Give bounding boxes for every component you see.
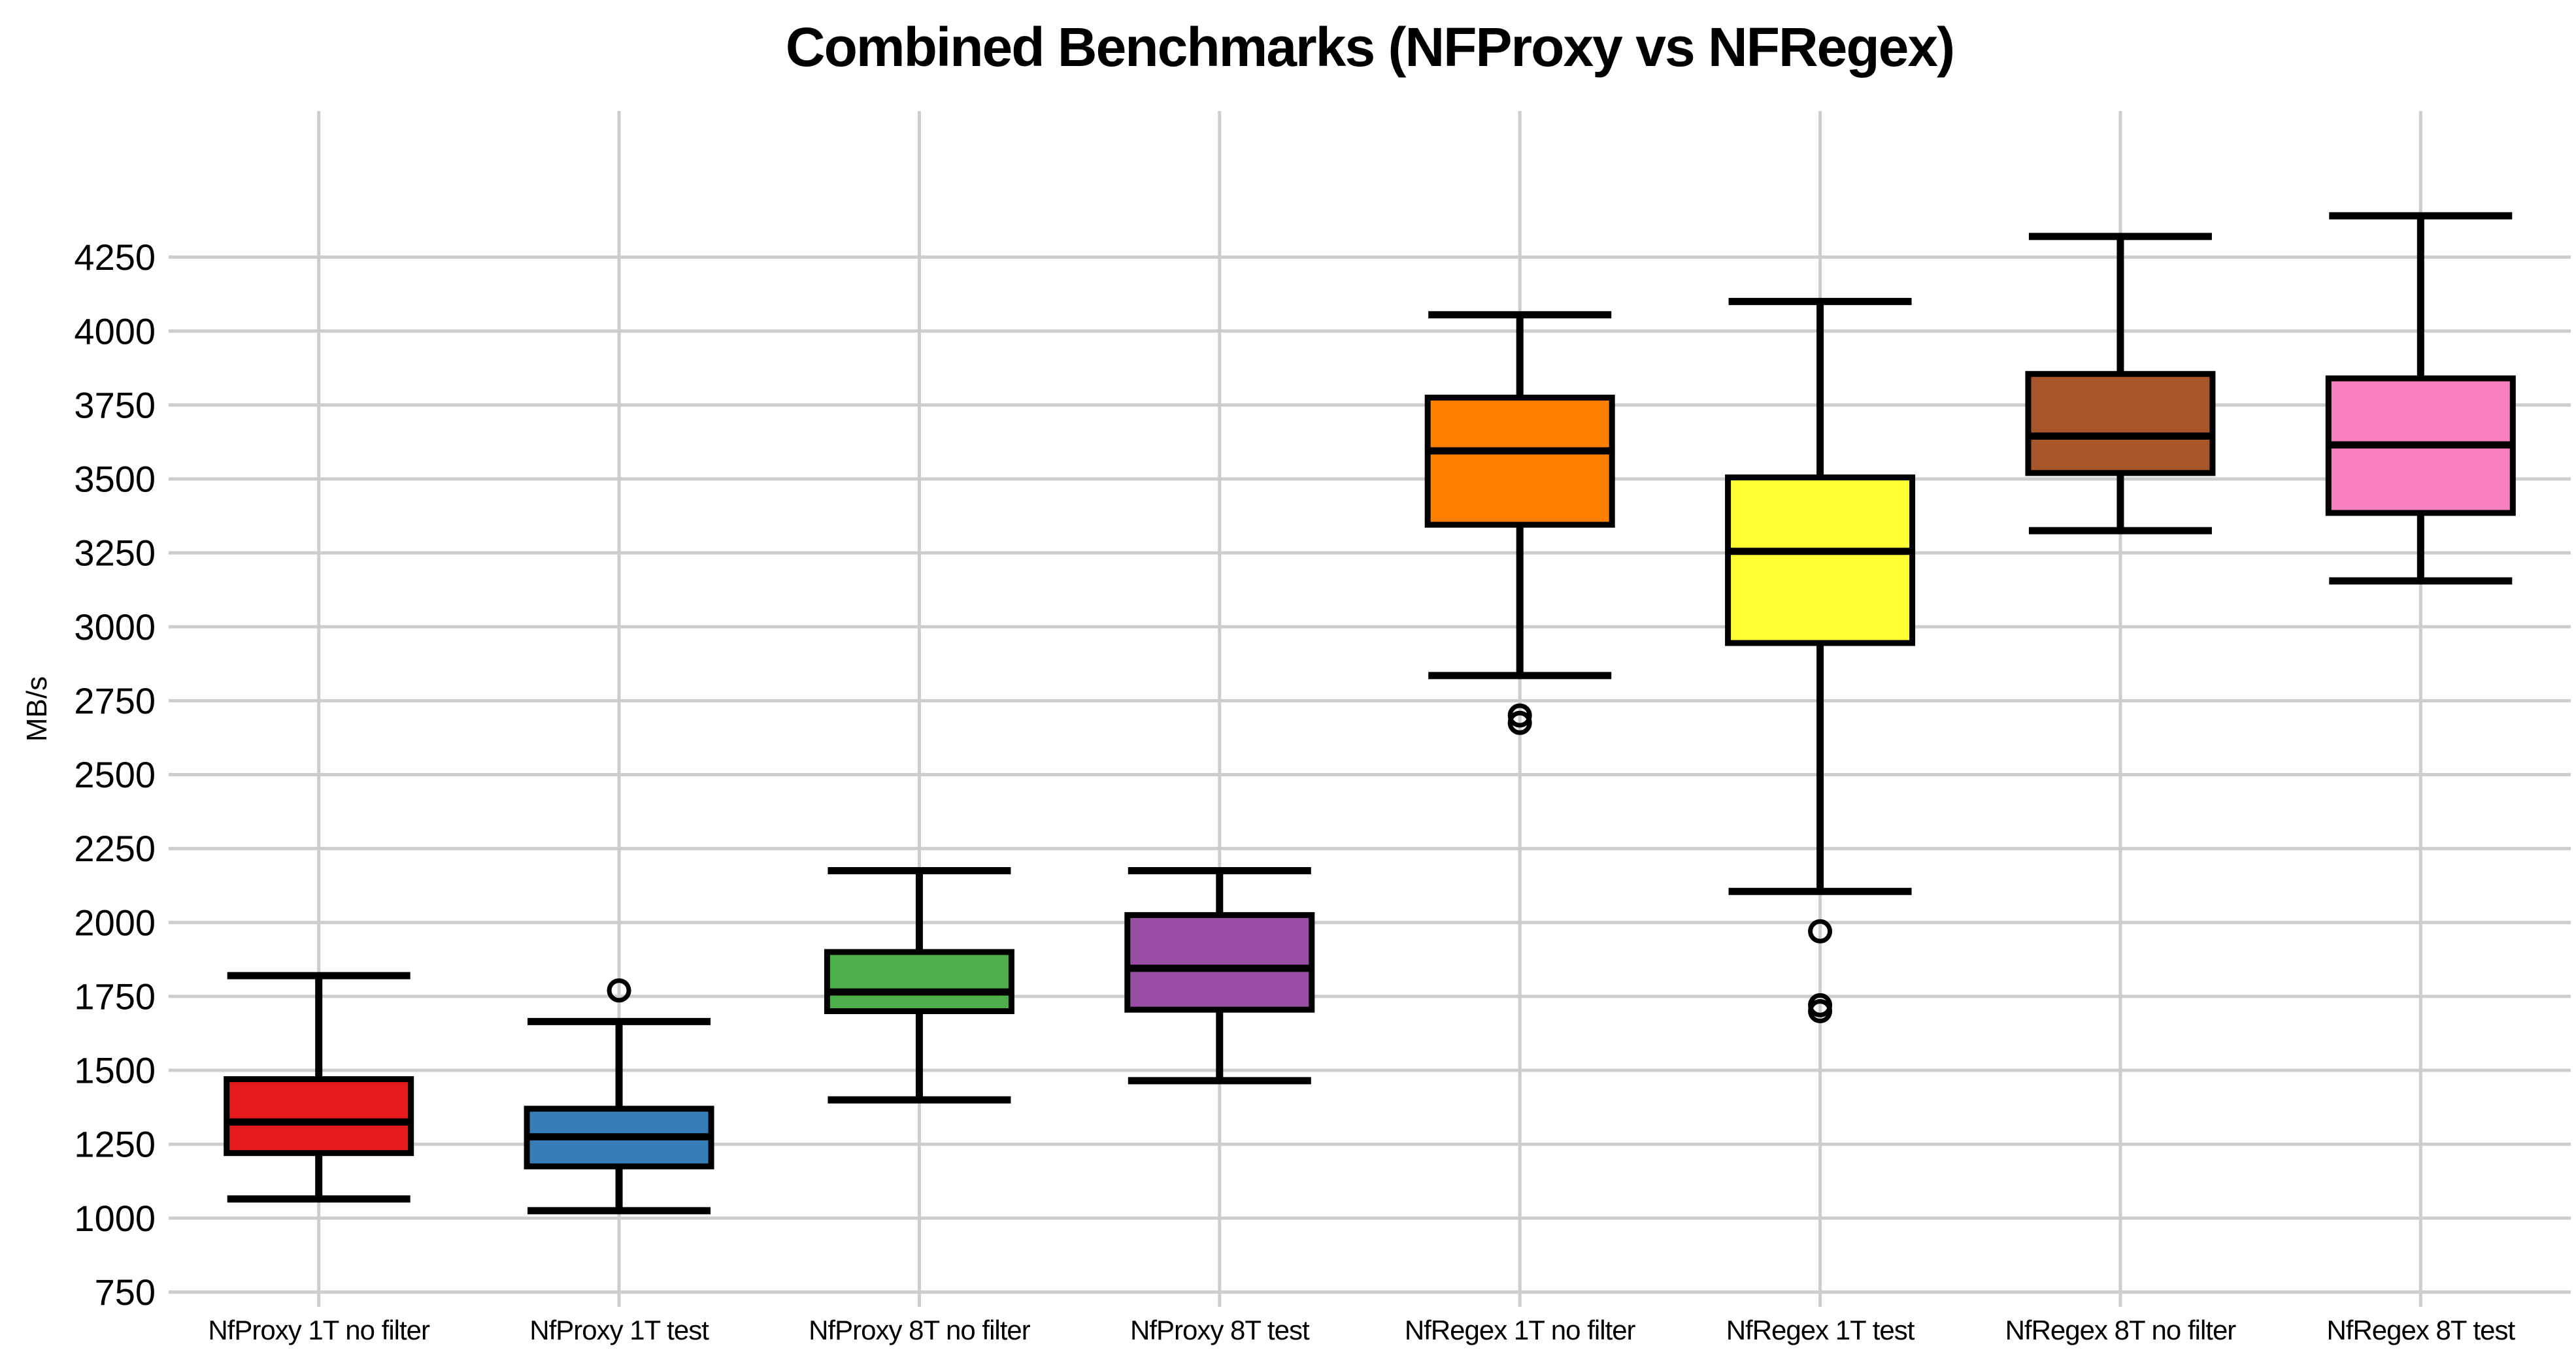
y-tick-label: 1500: [74, 1050, 156, 1091]
box-nfregex-1t-no-filter: [1424, 311, 1615, 735]
y-tick-label: 1750: [74, 976, 156, 1017]
y-tick-label: 2750: [74, 680, 156, 721]
box-nfregex-8t-test: [2325, 212, 2516, 585]
y-tick-label: 2250: [74, 828, 156, 869]
x-category-label-nfregex-1t-no-filter: NfRegex 1T no filter: [1405, 1315, 1636, 1345]
outlier-point: [1507, 703, 1532, 728]
y-tick-label: 3250: [74, 533, 156, 574]
x-category-label-nfproxy-1t-no-filter: NfProxy 1T no filter: [208, 1315, 430, 1345]
box-nfregex-1t-test: [1725, 297, 1916, 1023]
outlier-point: [1808, 919, 1833, 944]
x-category-label-nfproxy-1t-test: NfProxy 1T test: [529, 1315, 709, 1345]
iqr-box: [2025, 370, 2216, 476]
box-nfproxy-1t-no-filter: [224, 972, 414, 1203]
y-tick-label: 2500: [74, 754, 156, 795]
outlier-point: [607, 978, 631, 1003]
y-tick-label: 3750: [74, 384, 156, 425]
y-tick-label: 750: [95, 1272, 156, 1313]
chart-title: Combined Benchmarks (NFProxy vs NFRegex): [785, 16, 1955, 78]
x-category-label-nfregex-8t-test: NfRegex 8T test: [2326, 1315, 2515, 1345]
outlier-point: [1507, 710, 1532, 735]
iqr-box: [224, 1076, 414, 1157]
box-nfregex-8t-no-filter: [2025, 233, 2216, 534]
y-tick-label: 3500: [74, 459, 156, 500]
iqr-box: [824, 949, 1014, 1014]
x-category-label-nfproxy-8t-test: NfProxy 8T test: [1130, 1315, 1310, 1345]
box-nfproxy-8t-no-filter: [824, 867, 1014, 1104]
y-tick-label: 1250: [74, 1124, 156, 1165]
x-category-label-nfregex-1t-test: NfRegex 1T test: [1726, 1315, 1915, 1345]
x-category-label-nfproxy-8t-no-filter: NfProxy 8T no filter: [809, 1315, 1031, 1345]
y-tick-label: 2000: [74, 902, 156, 943]
y-tick-label: 3000: [74, 606, 156, 648]
iqr-box: [1124, 912, 1315, 1013]
outlier-point: [1808, 998, 1833, 1023]
x-category-label-nfregex-8t-no-filter: NfRegex 8T no filter: [2005, 1315, 2237, 1345]
y-tick-label: 4250: [74, 237, 156, 278]
box-nfproxy-8t-test: [1124, 867, 1315, 1085]
y-tick-label: 1000: [74, 1198, 156, 1239]
iqr-box: [1424, 394, 1615, 528]
y-tick-label: 4000: [74, 310, 156, 352]
box-nfproxy-1t-test: [524, 978, 714, 1215]
iqr-box: [1725, 474, 1916, 646]
